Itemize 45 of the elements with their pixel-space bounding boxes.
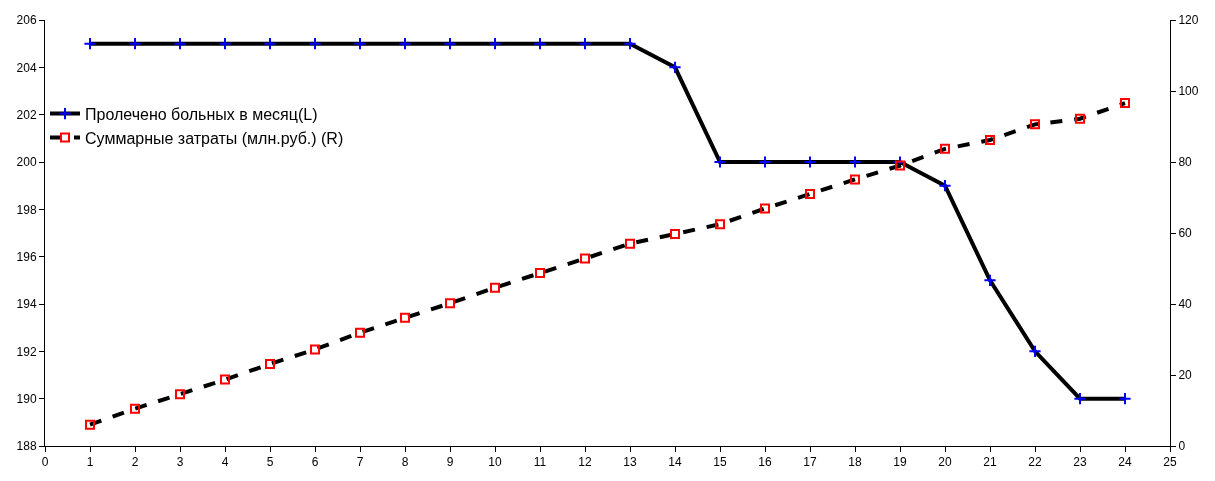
x-tick-label: 18 xyxy=(848,455,862,470)
x-tick-label: 24 xyxy=(1118,455,1132,470)
y-tick-label: 202 xyxy=(16,107,37,122)
y-tick-label: 200 xyxy=(16,155,37,170)
x-tick-label: 23 xyxy=(1073,455,1087,470)
x-tick-label: 10 xyxy=(488,455,502,470)
x-tick-label: 22 xyxy=(1028,455,1042,470)
y2-tick-label: 40 xyxy=(1178,297,1193,312)
x-tick-label: 8 xyxy=(401,455,409,470)
y-tick-label: 190 xyxy=(16,391,37,406)
x-tick-label: 25 xyxy=(1163,455,1177,470)
x-tick-label: 16 xyxy=(758,455,772,470)
y-tick-label: 188 xyxy=(16,439,37,454)
x-tick-label: 6 xyxy=(311,455,319,470)
y-tick-label: 196 xyxy=(16,249,37,264)
x-tick-label: 5 xyxy=(266,455,274,470)
y-tick-label: 192 xyxy=(16,344,37,359)
x-tick-label: 12 xyxy=(578,455,592,470)
x-tick-label: 15 xyxy=(713,455,727,470)
y-tick-label: 204 xyxy=(16,60,37,75)
y-tick-label: 194 xyxy=(16,297,37,312)
y2-tick-label: 60 xyxy=(1178,226,1193,241)
y2-tick-label: 20 xyxy=(1178,368,1193,383)
x-tick-label: 11 xyxy=(533,455,547,470)
y2-tick-label: 100 xyxy=(1178,84,1199,99)
y-tick-label: 198 xyxy=(16,202,37,217)
y2-tick-label: 120 xyxy=(1178,13,1199,28)
x-tick-label: 19 xyxy=(893,455,907,470)
x-tick-label: 14 xyxy=(668,455,682,470)
x-tick-label: 20 xyxy=(938,455,952,470)
x-tick-label: 1 xyxy=(86,455,94,470)
y-tick-label: 206 xyxy=(16,13,37,28)
x-tick-label: 21 xyxy=(983,455,997,470)
x-tick-label: 0 xyxy=(41,455,49,470)
x-tick-label: 4 xyxy=(221,455,229,470)
x-tick-label: 3 xyxy=(176,455,184,470)
legend-label: Пролечено больных в месяц(L) xyxy=(85,105,318,123)
y2-tick-label: 80 xyxy=(1178,155,1193,170)
legend-label: Суммарные затраты (млн.руб.) (R) xyxy=(85,129,344,147)
x-tick-label: 7 xyxy=(356,455,364,470)
x-tick-label: 17 xyxy=(803,455,817,470)
x-tick-label: 9 xyxy=(446,455,454,470)
y2-tick-label: 0 xyxy=(1178,439,1186,454)
x-tick-label: 13 xyxy=(623,455,637,470)
x-tick-label: 2 xyxy=(131,455,139,470)
